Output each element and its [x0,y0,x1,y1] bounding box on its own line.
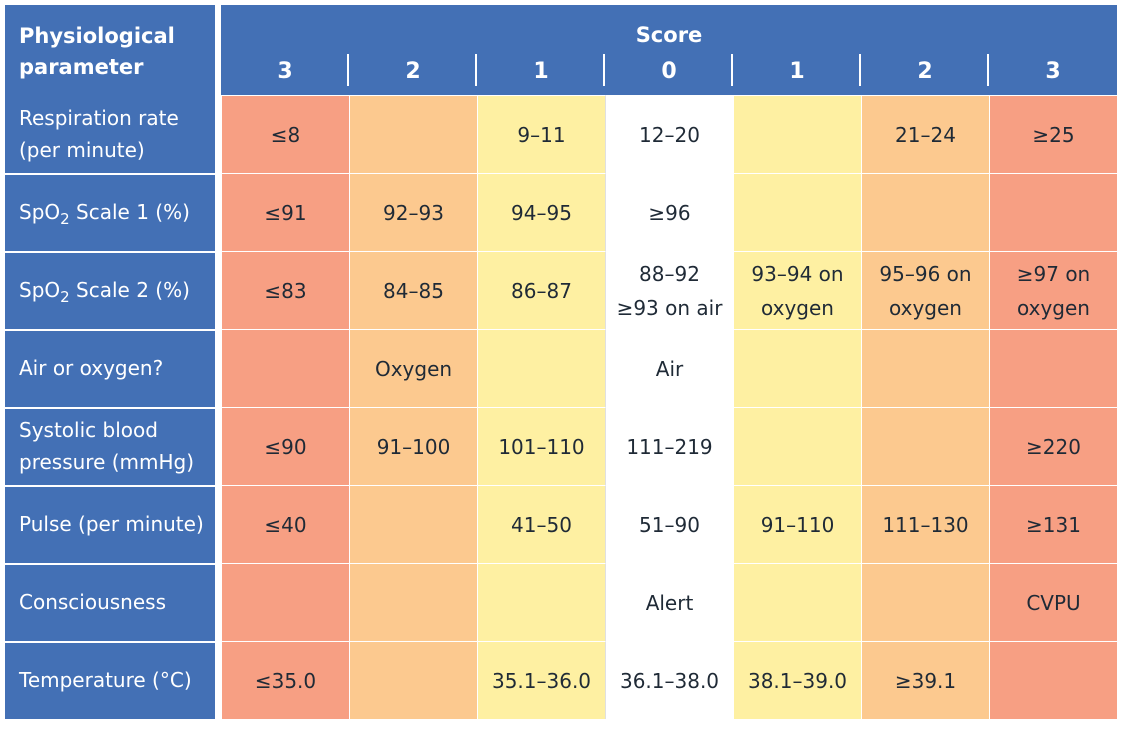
score-col-header: 1 [477,47,606,95]
score-cell [349,485,477,563]
score-cell [733,173,861,251]
score-col-header: 2 [861,47,990,95]
score-cell: 86–87 [477,251,605,329]
score-cell: 84–85 [349,251,477,329]
score-col-header: 2 [349,47,478,95]
parameter-label: Systolic blood pressure (mmHg) [5,407,215,485]
score-cell: 101–110 [477,407,605,485]
score-cell: 93–94 on oxygen [733,251,861,329]
parameter-label: Pulse (per minute) [5,485,215,563]
parameter-label: Consciousness [5,563,215,641]
score-cell: ≤40 [221,485,349,563]
score-cell: ≥25 [989,95,1117,173]
score-cell [861,563,989,641]
score-cell [989,641,1117,719]
score-cell: 41–50 [477,485,605,563]
score-cell: 12–20 [605,95,733,173]
score-cell [733,95,861,173]
score-cell [733,329,861,407]
score-cell [861,173,989,251]
score-cell: ≤83 [221,251,349,329]
score-cell: 38.1–39.0 [733,641,861,719]
score-cell [477,329,605,407]
parameter-header: Physiological parameter [5,5,215,95]
score-cell [861,329,989,407]
score-cell: Alert [605,563,733,641]
score-cell: ≤35.0 [221,641,349,719]
score-cell: ≥96 [605,173,733,251]
score-cell [733,407,861,485]
parameter-label: SpO2 Scale 2 (%) [5,251,215,329]
score-cell: ≥131 [989,485,1117,563]
score-cell: 35.1–36.0 [477,641,605,719]
score-cell: 111–219 [605,407,733,485]
score-cell [989,173,1117,251]
score-cell: 92–93 [349,173,477,251]
score-cell [221,329,349,407]
score-col-header: 0 [605,47,734,95]
score-cell: ≥220 [989,407,1117,485]
score-cell: ≤91 [221,173,349,251]
score-cell: ≥97 on oxygen [989,251,1117,329]
parameter-header-line2: parameter [19,55,144,79]
score-cell: 91–110 [733,485,861,563]
parameter-label: Respiration rate (per minute) [5,95,215,173]
score-cell: 51–90 [605,485,733,563]
score-cell [989,329,1117,407]
score-cell [349,641,477,719]
score-cell: 88–92 ≥93 on air [605,251,733,329]
score-cell [861,407,989,485]
score-cell [349,563,477,641]
score-cell [477,563,605,641]
score-col-header: 3 [221,47,350,95]
parameter-label: Temperature (°C) [5,641,215,719]
score-cell: ≤8 [221,95,349,173]
score-col-header: 3 [989,47,1117,95]
score-cell: ≥39.1 [861,641,989,719]
news2-score-table: Physiological parameter Score 3 2 1 0 1 … [5,5,1117,727]
score-cell: 111–130 [861,485,989,563]
score-cell: 36.1–38.0 [605,641,733,719]
score-cell: 91–100 [349,407,477,485]
score-col-header: 1 [733,47,862,95]
parameter-header-line1: Physiological [19,24,175,48]
score-cell [349,95,477,173]
score-cell [733,563,861,641]
column-divider [215,5,221,719]
parameter-label: Air or oxygen? [5,329,215,407]
parameter-label: SpO2 Scale 1 (%) [5,173,215,251]
score-cell: Air [605,329,733,407]
score-cell: CVPU [989,563,1117,641]
score-cell: Oxygen [349,329,477,407]
score-cell [221,563,349,641]
score-cell: 9–11 [477,95,605,173]
score-cell: 95–96 on oxygen [861,251,989,329]
score-cell: ≤90 [221,407,349,485]
score-cell: 21–24 [861,95,989,173]
score-header: Score [221,5,1117,47]
score-cell: 94–95 [477,173,605,251]
